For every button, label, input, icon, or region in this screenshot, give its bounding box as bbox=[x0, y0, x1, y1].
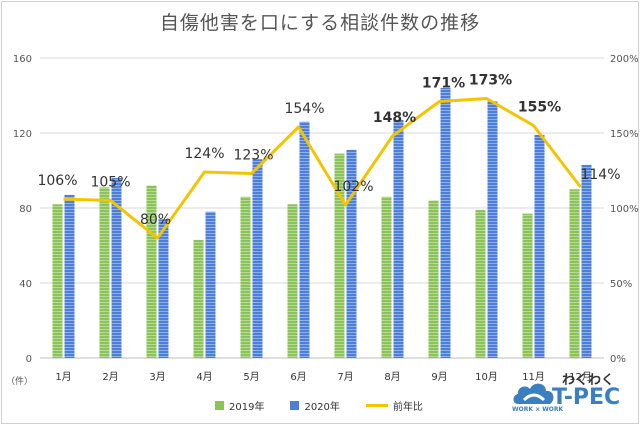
x-tick-label: 3月 bbox=[149, 371, 165, 383]
y-tick-label: 80 bbox=[19, 204, 32, 215]
ratio-data-label: 155% bbox=[518, 100, 561, 116]
ratio-data-label: 123% bbox=[233, 148, 273, 164]
ratio-data-label: 173% bbox=[469, 73, 512, 89]
y2-tick-label: 150% bbox=[610, 129, 639, 140]
bar-2020 bbox=[158, 219, 169, 358]
legend-swatch-2020 bbox=[290, 401, 300, 410]
bar-2020 bbox=[581, 164, 592, 358]
x-tick-label: 7月 bbox=[337, 371, 353, 383]
x-tick-label: 6月 bbox=[290, 371, 306, 383]
bar-2020 bbox=[252, 159, 263, 358]
ratio-data-label: 80% bbox=[140, 212, 171, 228]
bar-2019 bbox=[475, 209, 486, 358]
axis-layer: 0 40 80 120 160 0% 50% 100% 150% 200% （件） 1月 2月 3月 4月 5… bbox=[6, 54, 639, 387]
bar-2020 bbox=[440, 88, 451, 358]
bar-2019 bbox=[381, 196, 392, 358]
ratio-data-label: 124% bbox=[184, 146, 224, 162]
x-tick-label: 11月 bbox=[522, 371, 545, 383]
legend-swatch-ratio bbox=[365, 404, 388, 407]
x-tick-label: 1月 bbox=[55, 371, 71, 383]
bar-2019 bbox=[569, 189, 580, 358]
y-unit-label: （件） bbox=[6, 375, 33, 387]
bar-2020 bbox=[205, 211, 216, 358]
cloud-logo-icon bbox=[513, 383, 554, 404]
x-tick-label: 10月 bbox=[475, 371, 498, 383]
logo-sub: WORK × WORK bbox=[512, 406, 564, 413]
y2-tick-label: 50% bbox=[610, 279, 632, 290]
legend-item-2019: 2019年 bbox=[215, 398, 264, 413]
legend-label-ratio: 前年比 bbox=[392, 402, 423, 413]
y-tick-label: 0 bbox=[26, 354, 32, 365]
bar-2019 bbox=[146, 185, 157, 358]
ratio-data-label: 148% bbox=[373, 110, 416, 126]
legend-item-ratio: 前年比 bbox=[365, 398, 423, 413]
ratio-data-label: 106% bbox=[37, 173, 77, 189]
bar-2019 bbox=[99, 187, 110, 358]
x-tick-label: 2月 bbox=[102, 371, 118, 383]
y-tick-label: 160 bbox=[13, 54, 32, 65]
bar-2019 bbox=[334, 153, 345, 358]
logo-brand: T-PEC bbox=[552, 385, 621, 410]
legend: 2019年 2020年 前年比 bbox=[215, 398, 449, 413]
bar-2020 bbox=[393, 119, 404, 358]
x-tick-label: 8月 bbox=[384, 371, 400, 383]
bar-2019 bbox=[522, 213, 533, 358]
bar-2020 bbox=[64, 194, 75, 358]
legend-label-2019: 2019年 bbox=[229, 402, 265, 413]
ratio-data-label: 154% bbox=[284, 101, 324, 117]
ratio-data-label: 171% bbox=[422, 76, 465, 92]
bar-2019 bbox=[193, 239, 204, 358]
legend-swatch-2019 bbox=[215, 401, 224, 410]
x-tick-label: 12月 bbox=[569, 371, 592, 383]
grid-layer bbox=[40, 57, 604, 359]
tpec-logo: わくわく T-PEC WORK × WORK bbox=[512, 368, 630, 420]
legend-label-2020: 2020年 bbox=[304, 402, 340, 413]
line-layer bbox=[63, 97, 582, 240]
bar-2020 bbox=[534, 134, 545, 358]
y-tick-label: 120 bbox=[13, 129, 32, 140]
x-tick-label: 5月 bbox=[243, 371, 259, 383]
bar-layer bbox=[52, 88, 592, 358]
x-tick-label: 4月 bbox=[196, 371, 212, 383]
logo-kana: わくわく bbox=[562, 373, 615, 388]
y2-tick-label: 100% bbox=[610, 204, 639, 215]
bar-2019 bbox=[287, 204, 298, 358]
bar-2020 bbox=[299, 121, 310, 358]
chart-title: 自傷他害を口にする相談件数の推移 bbox=[159, 12, 481, 34]
bar-2020 bbox=[346, 149, 357, 358]
bar-2019 bbox=[52, 204, 63, 358]
legend-item-2020: 2020年 bbox=[290, 398, 340, 413]
ratio-data-label: 114% bbox=[580, 167, 620, 183]
bar-2019 bbox=[240, 196, 251, 358]
x-tick-label: 9月 bbox=[431, 371, 447, 383]
ratio-data-label: 102% bbox=[333, 179, 373, 195]
y-tick-label: 40 bbox=[19, 279, 32, 290]
bar-2020 bbox=[487, 101, 498, 358]
label-layer: 106% 105% 80% 124% 123% 154% 102% 148% 171% 173% 1… bbox=[37, 73, 620, 229]
y2-tick-label: 200% bbox=[610, 54, 639, 65]
ratio-data-label: 105% bbox=[90, 175, 130, 191]
ratio-line bbox=[63, 97, 582, 240]
bar-2019 bbox=[428, 200, 439, 358]
y2-tick-label: 0% bbox=[610, 354, 626, 365]
bar-2020 bbox=[111, 178, 122, 358]
